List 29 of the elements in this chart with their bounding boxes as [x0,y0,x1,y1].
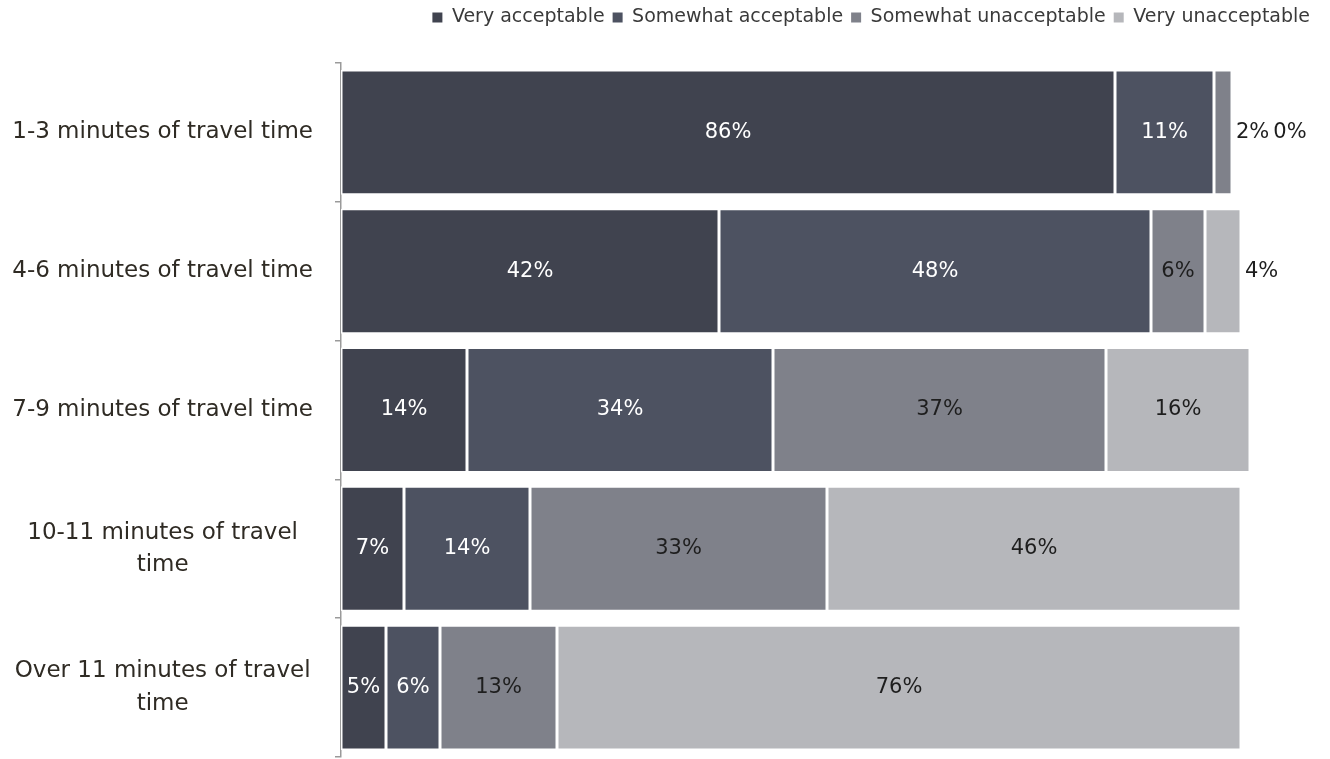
legend-label: Somewhat unacceptable [870,4,1106,27]
data-label: 46% [1010,535,1058,560]
data-label: 0% [1273,118,1307,143]
data-label: 86% [704,118,752,143]
legend-label: Very unacceptable [1133,4,1311,27]
data-label: 37% [916,396,963,421]
data-label: 14% [443,535,491,560]
y-tick-label: 4-6 minutes of travel time [12,256,313,283]
data-label: 13% [475,674,522,699]
data-label: 33% [655,535,702,560]
data-label: 7% [355,535,390,560]
y-tick-label: 7-9 minutes of travel time [12,394,313,421]
data-label: 14% [380,396,428,421]
data-label: 4% [1244,257,1279,282]
y-tick-label: Over 11 minutes of travel time [14,656,311,715]
data-label: 11% [1141,118,1188,143]
data-label: 6% [1161,257,1195,282]
data-label: 76% [875,674,923,699]
legend-label: Somewhat acceptable [632,4,844,27]
data-label: 34% [596,396,644,421]
data-label: 48% [911,257,959,282]
data-label: 5% [346,674,381,699]
y-tick-label: 1-3 minutes of travel time [12,117,313,144]
data-label: 42% [506,257,554,282]
legend-label: Very acceptable [451,4,605,27]
y-tick-label: 10-11 minutes of travel time [27,517,298,576]
data-label: 2% [1235,118,1270,143]
data-label: 6% [396,674,430,699]
data-label: 16% [1154,396,1202,421]
